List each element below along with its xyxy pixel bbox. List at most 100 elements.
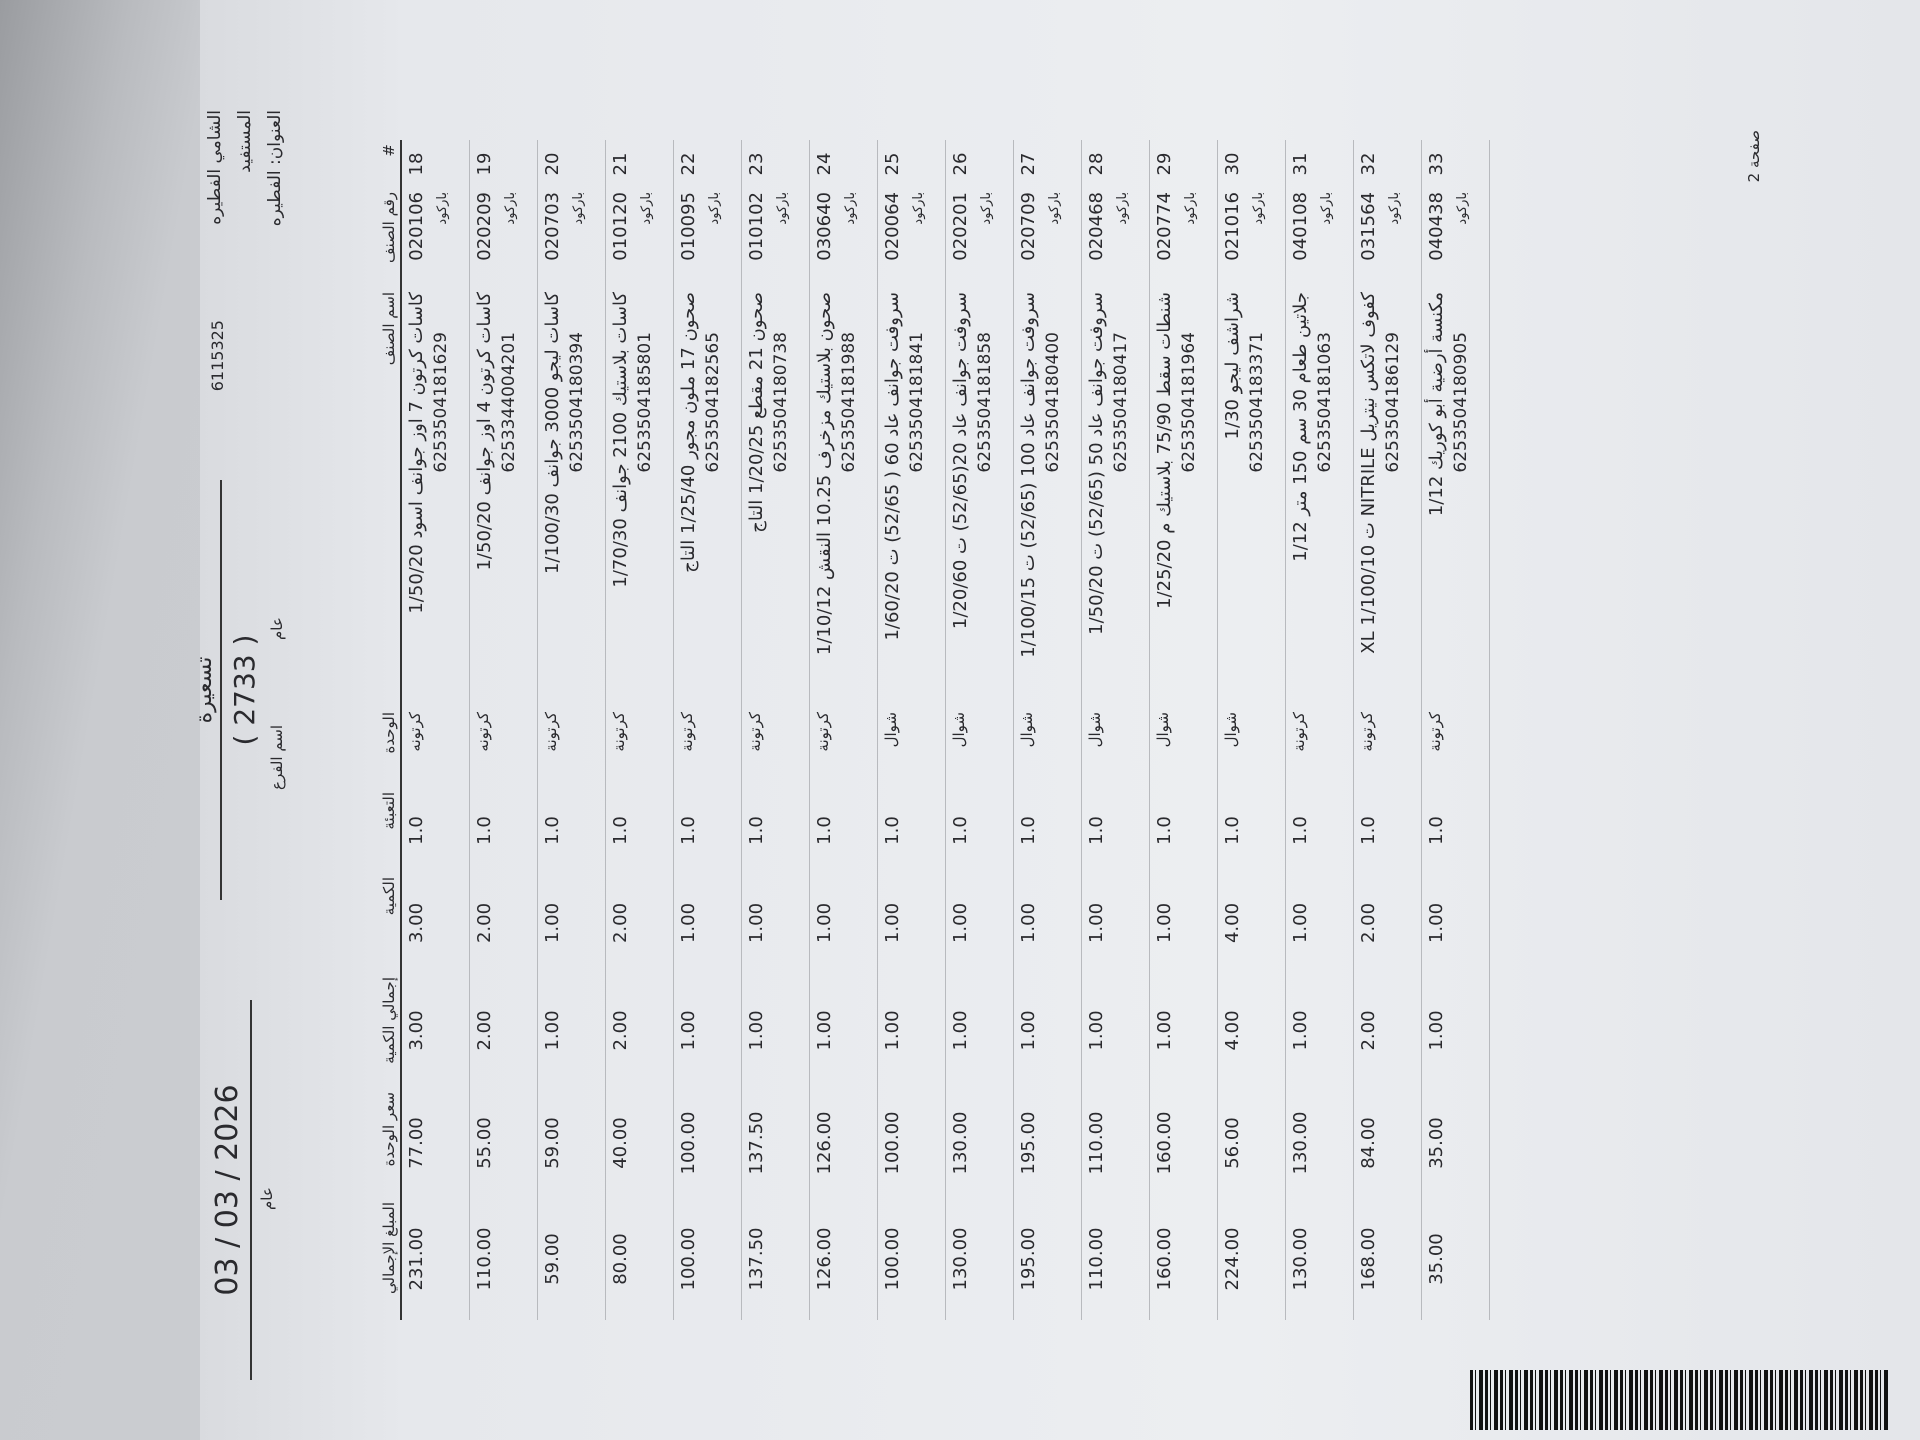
- unit-price: 195.00: [1013, 1088, 1082, 1198]
- packing: 1.0: [537, 788, 606, 873]
- total-quantity: 2.00: [1353, 973, 1422, 1088]
- table-row: 28 020468 باركود سروفت جوانف عاد 50 (52/65)…: [1081, 140, 1150, 1320]
- total-quantity: 1.00: [877, 973, 946, 1088]
- item-code: 020703: [542, 192, 563, 261]
- table-row: 31 040108 باركود جلاتين طعام 30 سم 150 متر …: [1285, 140, 1354, 1320]
- price-quote-document: الشامي الفطيره المستفيد العنوان: الفطيره…: [192, 0, 1920, 1440]
- unit-price: 137.50: [741, 1088, 810, 1198]
- unit: كرتونة: [605, 708, 674, 788]
- unit: كرتونه: [469, 708, 538, 788]
- packing: 1.0: [1013, 788, 1082, 873]
- quantity: 4.00: [1217, 873, 1286, 973]
- item-name-cell: كاسات بلاستيك 2100 جوانف 1/70/30 62535041…: [605, 288, 674, 708]
- packing: 1.0: [741, 788, 810, 873]
- row-number: 23: [741, 140, 810, 188]
- table-row: 30 021016 باركود شراشف ليجو 1/30 62535041833…: [1217, 140, 1286, 1320]
- item-name: كفوف لاتكس نيتريل NITRILE ت 1/100/10 XL: [1358, 292, 1379, 654]
- document-number: ( 2733 ): [220, 480, 261, 900]
- items-table: # رقم الصنف اسم الصنف الوحدة التعبئة الكمية إج…: [378, 140, 1490, 1320]
- unit-price: 100.00: [877, 1088, 946, 1198]
- document-date: 2026 / 03 / 03: [210, 1084, 245, 1296]
- item-name: صحون بلاستيك مزخرف 10.25 النقش 1/10/12: [814, 292, 835, 656]
- item-code: 010102: [746, 192, 767, 261]
- table-row: 23 010102 باركود صحون 21 مقطع 1/20/25 التاج…: [741, 140, 810, 1320]
- item-code-cell: 020709 باركود: [1013, 188, 1082, 288]
- item-name-cell: سروفت جوانف عاد 20(52/65) ت 1/20/60 62535…: [945, 288, 1014, 708]
- address: العنوان: الفطيره: [265, 110, 285, 227]
- item-code-cell: 020201 باركود: [945, 188, 1014, 288]
- table-row: 18 020106 باركود كاسات كرتون 7 اوز جوانف اس…: [401, 140, 470, 1320]
- table-row: 26 020201 باركود سروفت جوانف عاد 20(52/65) …: [945, 140, 1014, 1320]
- barcode-label: باركود: [843, 192, 858, 225]
- item-name-cell: صحون 17 ملون مجور 1/25/40 التاج 625350418…: [673, 288, 742, 708]
- total-quantity: 1.00: [1081, 973, 1150, 1088]
- unit: شوال: [1149, 708, 1218, 788]
- unit: شوال: [1217, 708, 1286, 788]
- item-code-cell: 020209 باركود: [469, 188, 538, 288]
- total-amount: 126.00: [809, 1198, 878, 1320]
- row-number: 25: [877, 140, 946, 188]
- quantity: 2.00: [605, 873, 674, 973]
- item-code-cell: 021016 باركود: [1217, 188, 1286, 288]
- total-quantity: 1.00: [1421, 973, 1490, 1088]
- item-barcode: 6253504181841: [907, 332, 927, 473]
- unit-price: 130.00: [945, 1088, 1014, 1198]
- packing: 1.0: [809, 788, 878, 873]
- total-amount: 100.00: [673, 1198, 742, 1320]
- item-name-cell: صحون 21 مقطع 1/20/25 التاج 6253504180738: [741, 288, 810, 708]
- barcode-label: باركود: [1387, 192, 1402, 225]
- item-barcode: 6253344004201: [499, 332, 519, 473]
- item-code-cell: 010120 باركود: [605, 188, 674, 288]
- item-code-cell: 020468 باركود: [1081, 188, 1150, 288]
- item-barcode: 6253504180394: [567, 332, 587, 473]
- row-number: 18: [401, 140, 470, 188]
- total-amount: 195.00: [1013, 1198, 1082, 1320]
- barcode-label: باركود: [1251, 192, 1266, 225]
- quantity: 1.00: [945, 873, 1014, 973]
- item-code-cell: 020106 باركود: [401, 188, 470, 288]
- table-header-row: # رقم الصنف اسم الصنف الوحدة التعبئة الكمية إج…: [378, 140, 401, 1320]
- quantity: 1.00: [1013, 873, 1082, 973]
- quantity: 1.00: [877, 873, 946, 973]
- row-number: 22: [673, 140, 742, 188]
- item-code-cell: 010095 باركود: [673, 188, 742, 288]
- table-row: 32 031564 باركود كفوف لاتكس نيتريل NITRILE …: [1353, 140, 1422, 1320]
- item-code-cell: 040438 باركود: [1421, 188, 1490, 288]
- barcode-label: باركود: [503, 192, 518, 225]
- row-number: 20: [537, 140, 606, 188]
- item-name-cell: كاسات كرتون 7 اوز جوانف اسود 1/50/20 6253…: [401, 288, 470, 708]
- unit: شوال: [877, 708, 946, 788]
- unit: كرتونة: [1285, 708, 1354, 788]
- quantity: 1.00: [1081, 873, 1150, 973]
- unit: كرتونة: [1353, 708, 1422, 788]
- item-barcode: 6253504181988: [839, 332, 859, 473]
- table-row: 24 030640 باركود صحون بلاستيك مزخرف 10.25 ا…: [809, 140, 878, 1320]
- total-amount: 130.00: [945, 1198, 1014, 1320]
- barcode-label: باركود: [571, 192, 586, 225]
- item-name: سروفت جوانف عاد 20(52/65) ت 1/20/60: [950, 292, 971, 630]
- item-code-cell: 020064 باركود: [877, 188, 946, 288]
- total-quantity: 1.00: [945, 973, 1014, 1088]
- total-quantity: 2.00: [605, 973, 674, 1088]
- table-row: 33 040438 باركود مكنسة أرضية أبو كوريك 1/12…: [1421, 140, 1490, 1320]
- packing: 1.0: [401, 788, 470, 873]
- item-name: كاسات كرتون 4 اوز جوانف 1/50/20: [474, 292, 495, 571]
- item-name-cell: كاسات ليجو 3000 جوانف 1/100/30 6253504180…: [537, 288, 606, 708]
- total-quantity: 3.00: [401, 973, 470, 1088]
- barcode-label: باركود: [639, 192, 654, 225]
- packing: 1.0: [673, 788, 742, 873]
- unit: كرتونة: [537, 708, 606, 788]
- barcode-label: باركود: [1319, 192, 1334, 225]
- total-quantity: 1.00: [1013, 973, 1082, 1088]
- item-name-cell: صحون بلاستيك مزخرف 10.25 النقش 1/10/12 62…: [809, 288, 878, 708]
- item-name-cell: كفوف لاتكس نيتريل NITRILE ت 1/100/10 XL 6…: [1353, 288, 1422, 708]
- branch-label: اسم الفرع: [268, 724, 286, 790]
- item-code: 021016: [1222, 192, 1243, 261]
- unit: كرتونة: [741, 708, 810, 788]
- quantity: 1.00: [741, 873, 810, 973]
- barcode-label: باركود: [911, 192, 926, 225]
- item-barcode: 6253504180400: [1043, 332, 1063, 473]
- unit: شوال: [1081, 708, 1150, 788]
- item-name-cell: جلاتين طعام 30 سم 150 متر 1/12 6253504181…: [1285, 288, 1354, 708]
- table-row: 21 010120 باركود كاسات بلاستيك 2100 جوانف 1…: [605, 140, 674, 1320]
